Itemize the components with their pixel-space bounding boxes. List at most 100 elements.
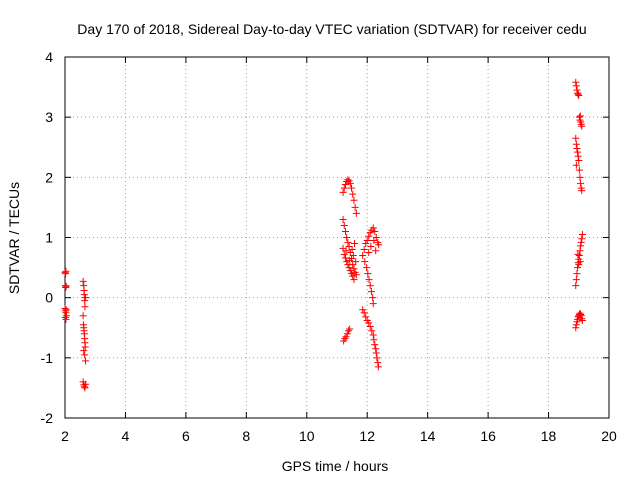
data-point (573, 270, 581, 278)
x-tick-label: 20 (601, 428, 617, 444)
data-point (349, 272, 357, 280)
x-tick-label: 18 (541, 428, 557, 444)
data-point (375, 241, 383, 249)
data-point (577, 312, 585, 320)
data-point (575, 166, 583, 174)
x-tick-label: 2 (61, 428, 69, 444)
x-tick-label: 10 (299, 428, 315, 444)
data-point (346, 267, 354, 275)
data-point (339, 188, 347, 196)
data-point (62, 283, 70, 291)
data-point (340, 250, 348, 258)
data-point (373, 354, 381, 362)
x-tick-label: 16 (480, 428, 496, 444)
data-point (340, 221, 348, 229)
data-point (365, 276, 373, 284)
y-tick-label: 2 (45, 169, 53, 185)
data-point (578, 230, 586, 238)
data-point (367, 288, 375, 296)
data-point (352, 258, 360, 266)
data-point (365, 232, 373, 240)
data-point (575, 113, 583, 121)
data-point (340, 184, 348, 192)
data-point (365, 249, 373, 257)
data-point (360, 246, 368, 254)
data-point (369, 300, 377, 308)
data-point (348, 246, 356, 254)
data-point (62, 315, 70, 323)
data-point (359, 306, 367, 314)
data-point (341, 254, 349, 262)
x-tick-label: 8 (242, 428, 250, 444)
data-point (368, 327, 376, 335)
y-tick-label: -2 (41, 410, 54, 426)
x-tick-label: 14 (420, 428, 436, 444)
data-point (348, 255, 356, 263)
data-point (345, 243, 353, 251)
data-point (372, 247, 380, 255)
data-point (343, 330, 351, 338)
data-point (360, 309, 368, 317)
data-point (348, 184, 356, 192)
data-point (342, 247, 350, 255)
data-point (81, 343, 89, 351)
data-point (578, 122, 586, 130)
data-point (374, 359, 382, 367)
data-point (572, 276, 580, 284)
y-tick-label: 4 (45, 49, 53, 65)
data-point (82, 380, 90, 388)
data-point (371, 227, 379, 235)
data-point (362, 313, 370, 321)
data-point (365, 319, 373, 327)
y-tick-label: 0 (45, 290, 53, 306)
data-point (572, 82, 580, 90)
data-point (363, 237, 371, 245)
data-point (362, 240, 370, 248)
data-point (350, 265, 358, 273)
data-point (369, 224, 377, 232)
x-axis-label: GPS time / hours (282, 458, 389, 474)
data-point (572, 324, 580, 332)
data-point (577, 179, 585, 187)
data-point (366, 323, 374, 331)
data-point (79, 312, 87, 320)
data-point (344, 261, 352, 269)
data-point (341, 181, 349, 189)
data-point (81, 303, 89, 311)
data-point (342, 333, 350, 341)
data-point (62, 282, 70, 290)
x-tick-label: 12 (359, 428, 375, 444)
data-point (345, 264, 353, 272)
data-point (573, 144, 581, 152)
x-tick-label: 6 (182, 428, 190, 444)
data-point (572, 78, 580, 86)
data-point (578, 315, 586, 323)
data-point (370, 336, 378, 344)
x-tick-label: 4 (122, 428, 130, 444)
data-point (341, 335, 349, 343)
data-point (82, 357, 90, 365)
data-point (339, 215, 347, 223)
data-point (575, 252, 583, 260)
data-point (344, 327, 352, 335)
data-point (574, 148, 582, 156)
data-point (346, 256, 354, 264)
data-point (359, 252, 367, 260)
data-point (574, 90, 582, 98)
data-point (343, 234, 351, 241)
data-point (369, 294, 377, 302)
data-point (369, 331, 377, 339)
data-point (575, 261, 583, 269)
data-point (578, 187, 586, 195)
data-point (577, 238, 585, 246)
data-point (577, 311, 585, 319)
data-point (80, 291, 88, 299)
data-point (346, 179, 354, 187)
data-point (341, 227, 349, 235)
y-tick-label: 1 (45, 230, 53, 246)
data-point (351, 240, 359, 248)
data-point (574, 264, 582, 272)
data-point (364, 270, 372, 278)
data-point (61, 314, 69, 322)
